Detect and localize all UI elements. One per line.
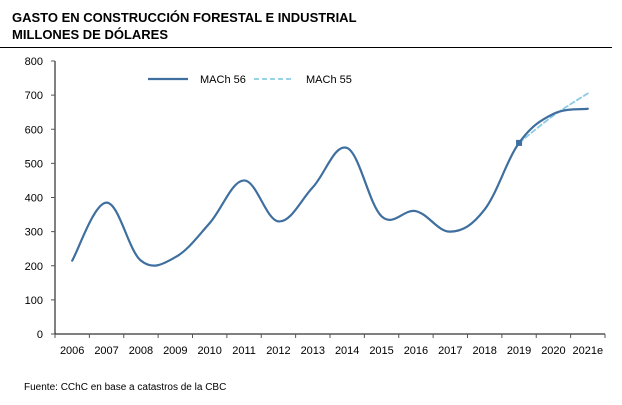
title-divider	[0, 47, 612, 48]
chart-title-line-2: MILLONES DE DÓLARES	[12, 27, 169, 42]
y-tick-label: 800	[25, 56, 43, 68]
x-tick-label: 2013	[301, 345, 325, 357]
y-tick-label: 400	[25, 193, 43, 205]
x-tick-label: 2012	[266, 345, 290, 357]
x-tick-label: 2020	[541, 345, 565, 357]
data-point-marker	[516, 139, 523, 146]
chart-title: GASTO EN CONSTRUCCIÓN FORESTAL E INDUSTR…	[12, 9, 357, 43]
x-tick-label: 2021e	[573, 345, 604, 357]
x-tick-label: 2016	[404, 345, 428, 357]
y-tick-label: 700	[25, 90, 43, 102]
x-tick-label: 2009	[163, 345, 187, 357]
x-tick-label: 2010	[197, 345, 221, 357]
y-tick-label: 0	[37, 329, 43, 341]
y-tick-label: 600	[25, 124, 43, 136]
source-note: Fuente: CChC en base a catastros de la C…	[24, 382, 227, 393]
y-tick-label: 300	[25, 227, 43, 239]
x-tick-label: 2011	[232, 345, 256, 357]
x-tick-label: 2019	[507, 345, 531, 357]
legend-item-mach-56-label: MACh 56	[200, 74, 246, 86]
legend-item-mach-55-label: MACh 55	[306, 74, 352, 86]
y-tick-label: 200	[25, 261, 43, 273]
x-tick-label: 2007	[94, 345, 118, 357]
x-tick-label: 2018	[472, 345, 496, 357]
x-tick-label: 2008	[129, 345, 153, 357]
series-line-mach-56	[71, 107, 589, 267]
y-tick-label: 500	[25, 158, 43, 170]
chart-title-line-1: GASTO EN CONSTRUCCIÓN FORESTAL E INDUSTR…	[12, 10, 357, 25]
x-tick-label: 2015	[369, 345, 393, 357]
y-tick-label: 100	[25, 295, 43, 307]
series-line-mach-55	[518, 92, 589, 144]
x-tick-label: 2006	[60, 345, 84, 357]
x-tick-label: 2014	[335, 345, 359, 357]
x-tick-label: 2017	[438, 345, 462, 357]
